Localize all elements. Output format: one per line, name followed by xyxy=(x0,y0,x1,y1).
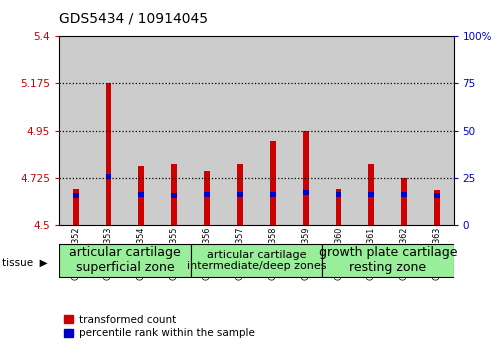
Bar xyxy=(303,131,309,225)
Bar xyxy=(125,36,158,225)
Text: growth plate cartilage
resting zone: growth plate cartilage resting zone xyxy=(318,246,457,274)
Bar xyxy=(204,192,210,197)
Bar xyxy=(289,36,322,225)
Bar xyxy=(355,36,388,225)
Bar xyxy=(434,193,440,198)
Bar xyxy=(171,164,177,225)
Bar xyxy=(256,36,289,225)
FancyBboxPatch shape xyxy=(322,244,454,277)
Bar xyxy=(106,83,111,225)
Bar xyxy=(237,164,243,225)
Bar xyxy=(139,166,144,225)
Text: GDS5434 / 10914045: GDS5434 / 10914045 xyxy=(59,11,208,25)
Bar xyxy=(92,36,125,225)
Bar xyxy=(368,192,374,197)
Bar xyxy=(72,189,78,225)
Bar xyxy=(322,36,355,225)
Bar xyxy=(303,190,309,195)
Bar xyxy=(434,191,440,225)
Bar xyxy=(401,192,407,197)
Bar xyxy=(158,36,191,225)
Text: articular cartilage
intermediate/deep zones: articular cartilage intermediate/deep zo… xyxy=(187,250,326,271)
Bar xyxy=(336,189,342,225)
Bar xyxy=(421,36,454,225)
Bar xyxy=(368,164,374,225)
Bar xyxy=(106,174,111,179)
Bar xyxy=(270,141,276,225)
Text: articular cartilage
superficial zone: articular cartilage superficial zone xyxy=(69,246,181,274)
FancyBboxPatch shape xyxy=(59,244,191,277)
FancyBboxPatch shape xyxy=(191,244,322,277)
Bar xyxy=(72,193,78,198)
Bar xyxy=(401,178,407,225)
Bar xyxy=(139,192,144,197)
Bar xyxy=(223,36,256,225)
Legend: transformed count, percentile rank within the sample: transformed count, percentile rank withi… xyxy=(63,314,255,339)
Bar xyxy=(237,192,243,197)
Bar xyxy=(204,171,210,225)
Bar xyxy=(171,193,177,198)
Bar xyxy=(270,192,276,197)
Bar xyxy=(388,36,421,225)
Bar xyxy=(191,36,223,225)
Bar xyxy=(336,192,342,197)
Bar xyxy=(59,36,92,225)
Text: tissue  ▶: tissue ▶ xyxy=(2,258,48,268)
